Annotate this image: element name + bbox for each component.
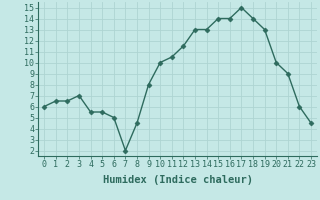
X-axis label: Humidex (Indice chaleur): Humidex (Indice chaleur)	[103, 175, 252, 185]
